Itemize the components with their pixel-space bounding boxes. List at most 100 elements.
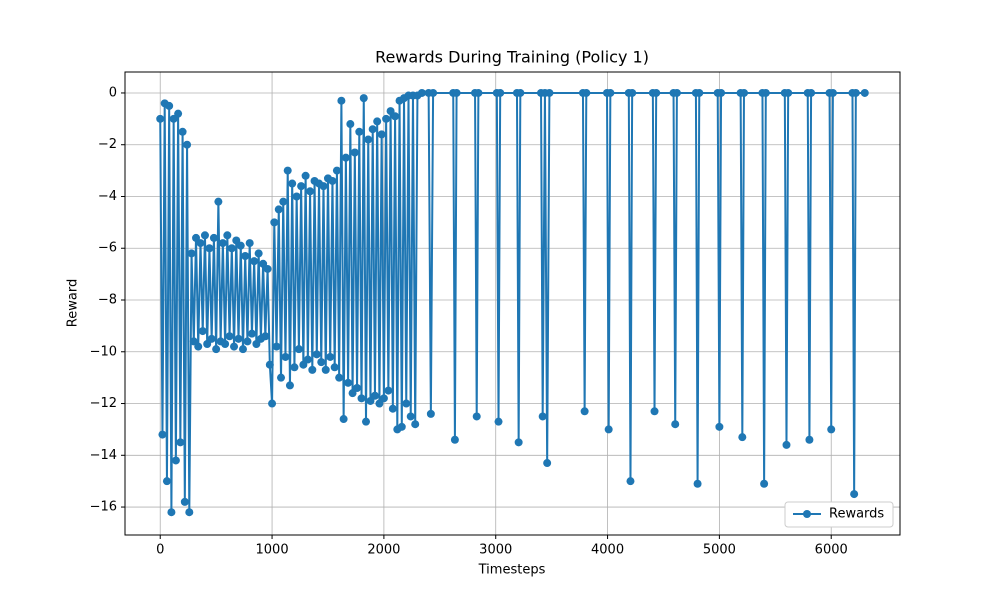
data-point: [252, 340, 261, 349]
data-point: [292, 192, 301, 201]
data-point: [388, 404, 397, 413]
data-point: [850, 490, 859, 499]
data-point: [279, 197, 288, 206]
data-point: [386, 107, 395, 116]
data-point: [180, 497, 189, 506]
data-point: [364, 135, 373, 144]
data-point: [281, 352, 290, 361]
data-point: [474, 88, 483, 97]
data-point: [225, 332, 234, 341]
data-point: [514, 438, 523, 447]
y-tick-label: −2: [98, 137, 117, 152]
data-point: [366, 396, 375, 405]
data-point: [450, 435, 459, 444]
x-tick-label: 1000: [256, 543, 289, 558]
data-point: [234, 334, 243, 343]
data-point: [672, 88, 681, 97]
data-point: [348, 389, 357, 398]
data-point: [496, 88, 505, 97]
data-point: [268, 399, 277, 408]
data-point: [377, 130, 386, 139]
legend-marker: [803, 510, 811, 518]
x-tick-label: 6000: [815, 543, 848, 558]
data-point: [218, 239, 227, 248]
data-point: [297, 182, 306, 191]
data-point: [317, 358, 326, 367]
data-point: [417, 88, 426, 97]
data-point: [156, 114, 165, 123]
data-point: [402, 399, 411, 408]
data-point: [335, 373, 344, 382]
data-point: [860, 88, 869, 97]
data-point: [203, 340, 212, 349]
data-point: [250, 257, 259, 266]
data-point: [604, 425, 613, 434]
data-point: [851, 88, 860, 97]
data-point: [359, 94, 368, 103]
data-point: [582, 88, 591, 97]
data-point: [187, 249, 196, 258]
data-point: [355, 127, 364, 136]
data-point: [185, 508, 194, 517]
data-point: [543, 459, 552, 468]
data-point: [452, 88, 461, 97]
legend-box: [784, 501, 894, 528]
data-point: [169, 114, 178, 123]
data-point: [171, 456, 180, 465]
data-point: [277, 373, 286, 382]
data-point: [283, 166, 292, 175]
y-tick-label: −12: [90, 396, 117, 411]
data-point: [230, 342, 239, 351]
data-point: [337, 96, 346, 105]
data-point: [717, 88, 726, 97]
data-point: [738, 433, 747, 442]
data-point: [782, 440, 791, 449]
data-point: [516, 88, 525, 97]
data-point: [207, 334, 216, 343]
data-point: [370, 391, 379, 400]
data-point: [761, 88, 770, 97]
data-point: [238, 345, 247, 354]
data-point: [183, 140, 192, 149]
x-tick-label: 3000: [479, 543, 512, 558]
data-point: [411, 420, 420, 429]
data-point: [715, 422, 724, 431]
data-point: [545, 88, 554, 97]
data-point: [382, 114, 391, 123]
data-point: [397, 422, 406, 431]
data-point: [693, 479, 702, 488]
data-point: [361, 417, 370, 426]
data-point: [805, 435, 814, 444]
y-tick-label: −8: [98, 293, 117, 308]
data-point: [263, 264, 272, 273]
data-point: [652, 88, 661, 97]
data-point: [406, 412, 415, 421]
data-point: [162, 477, 171, 486]
data-point: [739, 88, 748, 97]
data-point: [214, 197, 223, 206]
data-point: [671, 420, 680, 429]
data-point: [321, 365, 330, 374]
data-point: [375, 399, 384, 408]
data-point: [346, 120, 355, 129]
data-point: [261, 332, 270, 341]
data-point: [353, 383, 362, 392]
y-tick-label: −16: [90, 500, 117, 515]
legend-label: Rewards: [829, 507, 884, 522]
data-point: [330, 363, 339, 372]
y-tick-label: −10: [90, 344, 117, 359]
data-point: [221, 340, 230, 349]
chart-title: Rewards During Training (Policy 1): [375, 48, 649, 67]
data-point: [165, 101, 174, 110]
data-point: [245, 239, 254, 248]
y-tick-label: −14: [90, 448, 117, 463]
y-tick-label: −6: [98, 241, 117, 256]
data-point: [303, 355, 312, 364]
data-point: [254, 249, 263, 258]
data-point: [194, 342, 203, 351]
x-tick-label: 4000: [591, 543, 624, 558]
x-tick-label: 0: [156, 543, 164, 558]
data-point: [243, 337, 252, 346]
data-point: [174, 109, 183, 118]
data-point: [272, 342, 281, 351]
